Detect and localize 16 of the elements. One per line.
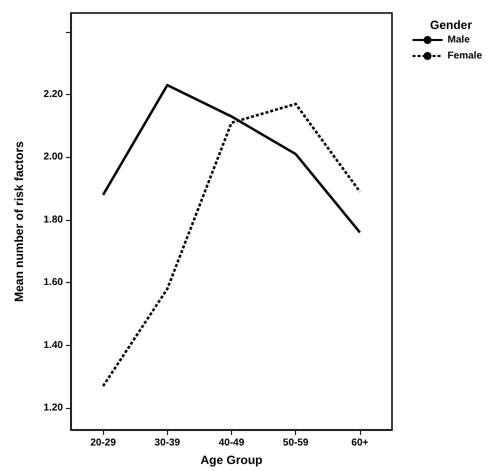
legend-label: Male [448,34,470,46]
x-tick-label: 60+ [351,438,369,448]
x-tick-label: 50-59 [282,438,309,448]
y-tick-label: 2.00 [44,152,64,163]
legend-label: Female [448,50,482,62]
y-tick-label: 1.40 [44,340,64,351]
y-tick-label: 1.20 [44,402,64,414]
x-tick-label: 30-39 [154,438,181,448]
y-tick-label: 1.60 [44,277,64,288]
x-tick-label: 40-49 [218,438,245,448]
y-axis-title: Mean number of risk factors [12,140,26,302]
legend-title: Gender [430,18,472,32]
y-tick-label: 2.20 [44,89,64,100]
x-tick-label: 20-29 [90,438,116,448]
y-tick-label: 1.80 [44,214,64,226]
x-axis-title: Age Group [200,453,262,467]
